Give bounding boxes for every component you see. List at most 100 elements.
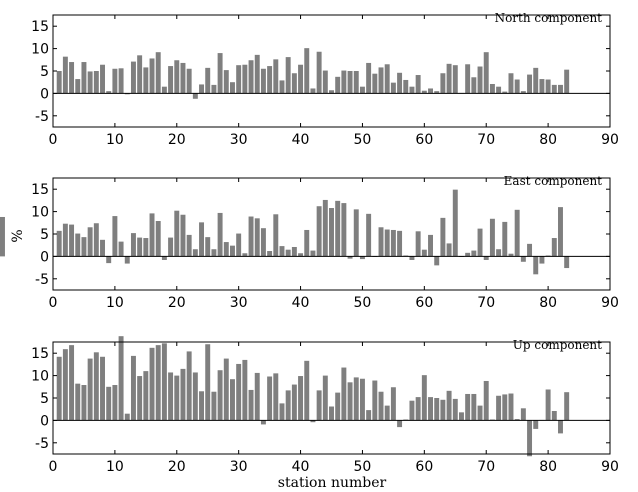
north-y-tick-label: -5 [35,109,49,125]
east-bar-station-11 [118,241,124,257]
north-bar-station-55 [390,82,396,94]
up-bar-station-55 [390,387,396,421]
east-x-tick-label: 30 [230,295,248,311]
east-bar-station-59 [415,231,421,257]
east-bar-station-15 [143,238,149,257]
east-bar-station-34 [260,228,266,257]
east-bar-station-29 [230,245,235,257]
north-bar-station-59 [415,75,421,94]
north-y-tick-label: 0 [40,86,49,102]
east-bar-station-39 [291,246,297,257]
north-bar-station-51 [366,62,372,94]
north-bar-station-65 [452,65,458,94]
east-bar-station-46 [335,200,341,257]
east-bar-station-45 [329,208,334,257]
north-y-tick-label: 5 [40,64,49,80]
north-bar-station-75 [514,79,520,94]
east-bar-station-32 [248,216,254,257]
east-y-tick-label: 10 [31,205,49,221]
east-bar-station-76 [520,256,526,262]
east-bar-station-13 [130,233,136,257]
north-bar-station-53 [378,67,384,94]
up-x-tick-label: 0 [49,459,58,475]
east-bar-station-8 [100,239,105,257]
up-bar-station-47 [341,367,347,421]
up-bar-station-51 [366,410,372,421]
north-bar-station-17 [155,52,161,94]
up-bar-station-29 [230,379,235,421]
east-bar-station-12 [124,256,130,264]
east-bar-station-31 [242,253,248,257]
east-bar-station-41 [304,229,310,257]
up-bar-station-67 [465,393,471,421]
up-bar-station-6 [87,358,93,421]
up-bar-station-70 [483,380,489,421]
east-bar-station-77 [527,243,533,257]
up-x-tick-label: 50 [354,459,372,475]
east-bar-station-40 [298,253,304,257]
up-bar-station-78 [533,420,539,429]
up-bar-station-77 [527,420,533,457]
east-bar-station-37 [279,246,285,257]
north-bar-station-64 [446,63,452,94]
east-bar-station-53 [378,227,384,257]
x-axis-label: station number [278,475,387,491]
east-bar-station-81 [551,238,557,257]
north-bar-station-76 [520,91,526,94]
north-bar-station-15 [143,67,149,94]
north-bar-station-30 [236,65,242,94]
up-bar-station-83 [564,392,570,421]
up-y-tick-label: -5 [35,436,49,452]
up-bar-station-44 [322,375,328,421]
north-x-tick-label: 90 [601,132,619,148]
north-bar-station-37 [279,80,285,94]
up-bars [56,336,570,457]
up-bar-station-4 [75,383,81,421]
east-bar-station-68 [471,250,477,257]
up-bar-station-73 [502,394,508,421]
up-bar-station-1 [56,356,62,421]
east-bar-station-6 [87,227,93,257]
up-bar-station-45 [329,406,334,421]
east-bar-station-82 [558,207,563,257]
north-bar-station-60 [421,90,427,94]
north-bar-station-32 [248,60,254,94]
north-bar-station-83 [564,69,570,94]
north-bar-station-25 [205,67,211,94]
up-bar-station-30 [236,363,242,421]
north-bar-station-44 [322,70,328,94]
up-bar-station-75 [514,419,520,421]
north-bar-station-11 [118,68,124,94]
up-bar-station-62 [434,398,440,421]
up-bar-station-56 [397,420,403,428]
north-bar-station-18 [161,86,167,94]
up-bar-station-52 [372,380,378,421]
north-bar-station-72 [496,86,502,94]
east-bar-station-19 [168,237,174,257]
east-bar-station-64 [446,243,452,257]
east-x-tick-label: 60 [415,295,433,311]
up-bar-station-2 [62,349,68,421]
east-y-tick-label: 0 [40,249,49,265]
east-bar-station-73 [502,221,508,257]
north-bar-station-57 [403,79,409,94]
up-bar-station-49 [353,377,359,421]
north-bar-station-1 [56,71,62,94]
up-panel-title: Up component [513,338,602,352]
east-bar-station-21 [180,214,186,257]
up-bar-station-68 [471,393,477,421]
north-x-tick-label: 0 [49,132,58,148]
north-bar-station-20 [174,60,180,94]
east-bar-station-25 [205,237,211,257]
up-bar-station-23 [192,372,198,421]
north-bar-station-54 [384,64,390,94]
east-x-tick-label: 90 [601,295,619,311]
east-x-tick-label: 80 [539,295,557,311]
east-bar-station-71 [489,218,495,257]
north-bar-station-27 [217,53,223,94]
north-x-tick-label: 70 [477,132,495,148]
